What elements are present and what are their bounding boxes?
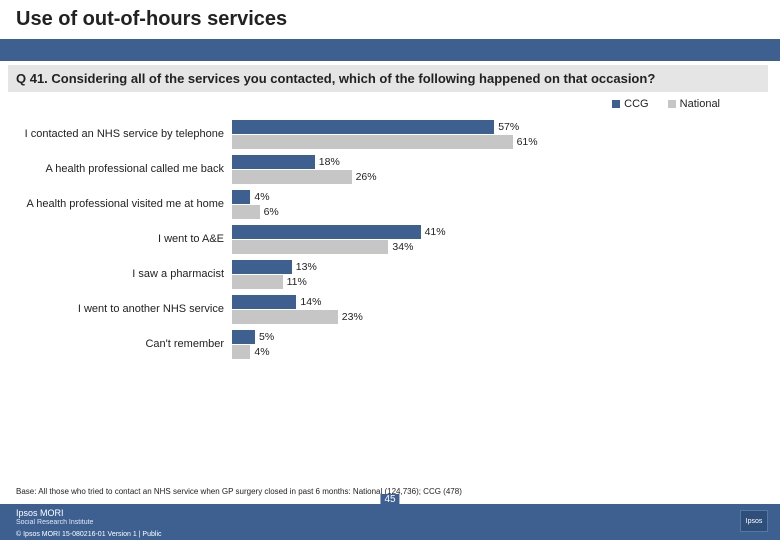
header-blue-bar [0,39,780,61]
chart-row-label: Can't remember [0,330,232,359]
ccg-bar [232,190,250,204]
chart-row-bars: 5%4% [232,330,740,359]
national-value: 23% [342,311,363,323]
ccg-line: 5% [232,330,740,344]
national-value: 61% [517,136,538,148]
national-value: 26% [356,171,377,183]
chart-row-label: I went to another NHS service [0,295,232,324]
ccg-value: 41% [425,226,446,238]
page-title: Use of out-of-hours services [16,8,780,31]
chart-row-bars: 41% 34% [232,225,740,254]
title-strip: Use of out-of-hours services [0,0,780,39]
chart-row-label: A health professional visited me at home [0,190,232,219]
page-number: 45 [380,494,399,505]
national-line: 61% [232,135,740,149]
national-line: 4% [232,345,740,359]
chart-row-label: I contacted an NHS service by telephone [0,120,232,149]
national-line: 23% [232,310,740,324]
chart-row: Can't remember5%4% [0,330,740,359]
national-line: 11% [232,275,740,289]
ccg-value: 4% [254,191,269,203]
chart-row-bars: 18% 26% [232,155,740,184]
footer-subbrand: Social Research Institute [16,519,93,527]
ccg-bar [232,330,255,344]
legend-national: National [668,98,720,110]
ccg-value: 57% [498,121,519,133]
legend: CCG National [596,98,720,111]
ccg-value: 14% [300,296,321,308]
chart-row: I contacted an NHS service by telephone5… [0,120,740,149]
ccg-line: 14% [232,295,740,309]
footer-copyright: © Ipsos MORI 15-080216-01 Version 1 | Pu… [16,531,162,538]
chart-row: I went to another NHS service 14% 23% [0,295,740,324]
national-value: 4% [254,346,269,358]
national-value: 11% [287,276,307,288]
ccg-line: 41% [232,225,740,239]
ccg-line: 18% [232,155,740,169]
chart-row: A health professional called me back 18% 2… [0,155,740,184]
national-bar [232,135,513,149]
legend-ccg-label: CCG [624,98,648,110]
ipsos-logo-icon: Ipsos [740,510,768,532]
legend-ccg-swatch [612,100,620,108]
ccg-line: 13% [232,260,740,274]
national-bar [232,170,352,184]
chart-area: CCG National I contacted an NHS service … [0,96,780,359]
legend-national-swatch [668,100,676,108]
national-line: 34% [232,240,740,254]
ccg-value: 13% [296,261,317,273]
legend-ccg: CCG [612,98,648,110]
question-row: Q 41. Considering all of the services yo… [0,61,780,96]
ccg-bar [232,120,494,134]
national-value: 34% [392,241,413,253]
chart-row-bars: 4%6% [232,190,740,219]
national-line: 26% [232,170,740,184]
ccg-value: 18% [319,156,340,168]
chart-row-label: I went to A&E [0,225,232,254]
national-bar [232,240,388,254]
ccg-bar [232,260,292,274]
footer-bar: Ipsos MORI Social Research Institute © I… [0,504,780,540]
chart-rows: I contacted an NHS service by telephone5… [0,100,740,359]
chart-row-label: I saw a pharmacist [0,260,232,289]
footer-brand: Ipsos MORI [16,508,93,519]
ccg-value: 5% [259,331,274,343]
national-value: 6% [264,206,279,218]
legend-national-label: National [680,98,720,110]
chart-row-bars: 57%61% [232,120,740,149]
ccg-line: 57% [232,120,740,134]
chart-row: I went to A&E 41% 34% [0,225,740,254]
question-text: Q 41. Considering all of the services yo… [8,65,768,92]
national-bar [232,275,283,289]
chart-row: A health professional visited me at home… [0,190,740,219]
ccg-line: 4% [232,190,740,204]
national-line: 6% [232,205,740,219]
chart-row-bars: 13%11% [232,260,740,289]
national-bar [232,310,338,324]
ccg-bar [232,155,315,169]
chart-row-label: A health professional called me back [0,155,232,184]
ccg-bar [232,225,421,239]
ccg-bar [232,295,296,309]
national-bar [232,205,260,219]
national-bar [232,345,250,359]
chart-row-bars: 14% 23% [232,295,740,324]
footer-brand-block: Ipsos MORI Social Research Institute [16,508,93,527]
chart-row: I saw a pharmacist13%11% [0,260,740,289]
